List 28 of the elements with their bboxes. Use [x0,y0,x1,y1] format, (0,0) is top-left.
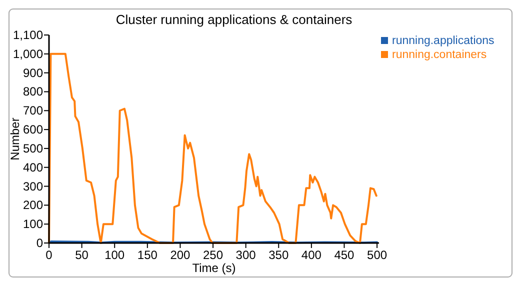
x-axis-title: Time (s) [192,261,236,275]
x-tick-label: 250 [203,248,224,262]
x-tick-label: 0 [46,248,53,262]
x-tick-label: 400 [301,248,322,262]
y-tick-label: 300 [22,179,44,194]
y-tick-label: 500 [22,141,44,156]
x-tick-label: 50 [75,248,89,262]
y-tick-label: 900 [22,66,44,80]
y-tick-label: 700 [22,104,44,118]
x-tick-label: 200 [170,248,191,262]
y-tick-label: 0 [36,236,44,250]
y-tick-label: 200 [22,198,44,212]
y-tick-label: 600 [22,122,44,137]
x-tick-label: 100 [104,248,125,262]
x-tick-label: 150 [137,248,158,262]
legend-label: running.containers [392,49,487,61]
y-tick-label: 1,000 [12,46,44,61]
y-axis-title: Number [8,118,22,160]
y-tick-label: 400 [22,160,44,174]
chart-title: Cluster running applications & containers [116,12,353,27]
y-tick-label: 1,100 [12,28,44,42]
x-tick-label: 300 [236,248,256,262]
x-tick-label: 350 [268,248,289,262]
x-tick-label: 450 [334,248,355,262]
x-tick-label: 500 [367,248,388,262]
y-tick-label: 100 [22,217,44,232]
y-tick-label: 800 [22,84,44,99]
legend-label: running.applications [392,35,495,47]
